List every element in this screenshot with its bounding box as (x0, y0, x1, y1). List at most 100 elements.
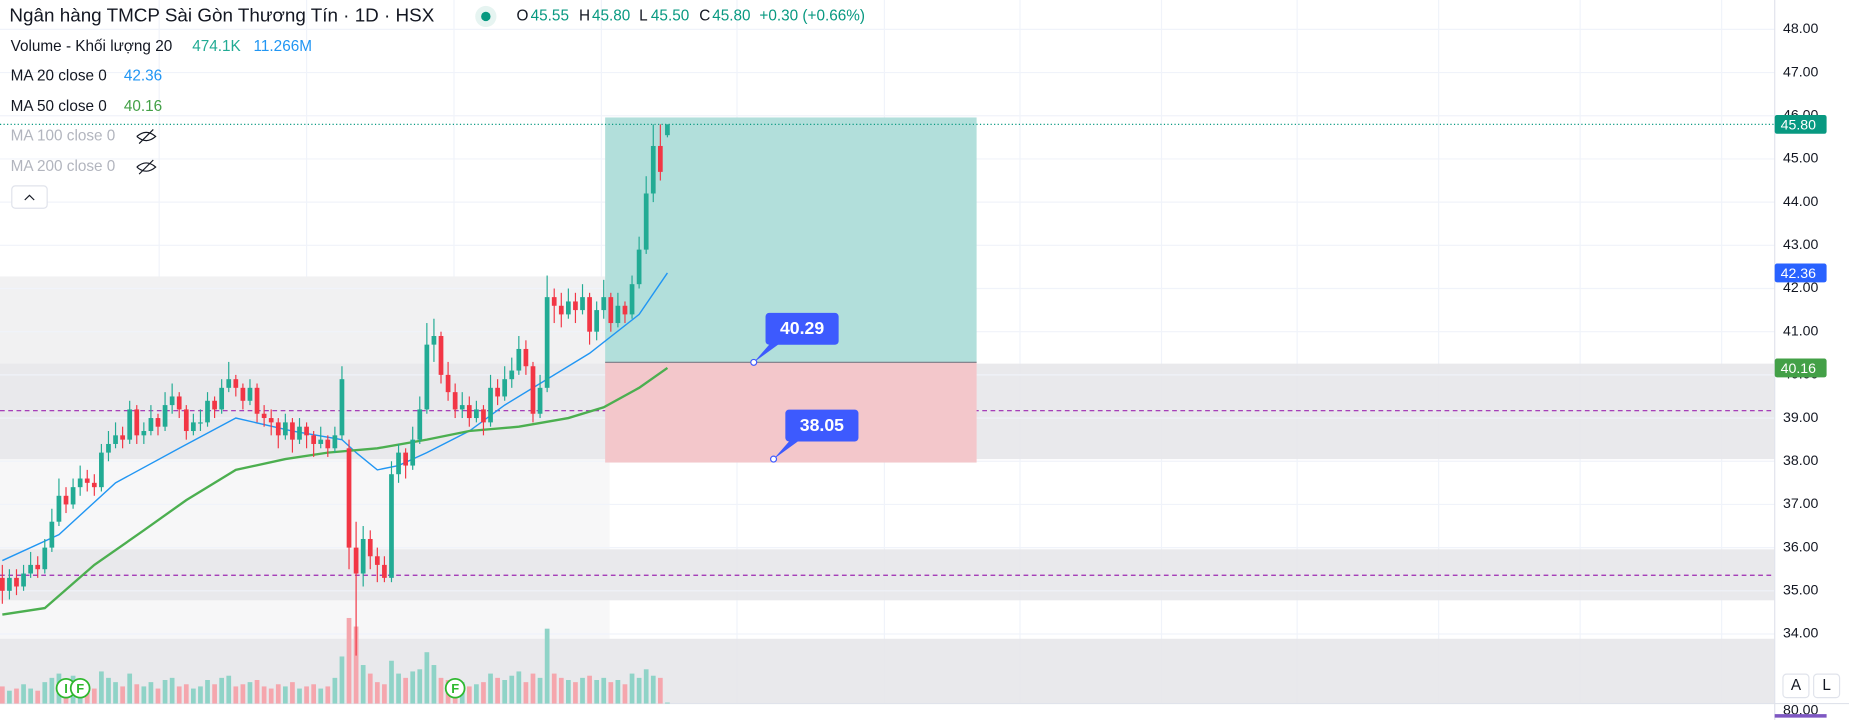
candle-body (233, 379, 239, 388)
legend-value: 42.36 (124, 68, 162, 85)
volume-bar (268, 688, 274, 704)
candle-body (332, 435, 338, 449)
volume-bar (290, 682, 295, 704)
candle-body (198, 422, 203, 424)
ma-line (2, 272, 669, 562)
candle-body (452, 392, 458, 410)
collapse-button[interactable] (11, 185, 48, 209)
volume-bar (339, 656, 345, 704)
price-tag-label: 45.80 (1781, 116, 1817, 132)
candle-body (134, 409, 140, 436)
candle-body (516, 348, 522, 371)
volume-bar (304, 686, 309, 704)
volume-bar (657, 677, 663, 704)
volume-bar (389, 660, 394, 704)
button-label: L (1822, 677, 1831, 694)
volume-bar (509, 675, 515, 704)
volume-bar (636, 677, 642, 704)
y-tick-label: 38.00 (1783, 452, 1819, 468)
callout-box (785, 409, 859, 442)
volume-bar (198, 686, 203, 704)
volume-bar (360, 665, 366, 704)
volume-bar (424, 652, 430, 704)
candle-body (382, 564, 387, 578)
candle-body (615, 305, 621, 324)
candle-body (169, 396, 175, 406)
volume-bar (226, 675, 232, 704)
chevron (24, 194, 35, 201)
candle-body (268, 418, 274, 423)
hidden-icon[interactable] (136, 159, 157, 175)
candle-body (396, 452, 401, 475)
candle-body (523, 348, 529, 367)
volume-bar (466, 686, 472, 704)
candle-body (99, 452, 104, 488)
candle-body (474, 409, 479, 419)
volume-bar (261, 686, 267, 704)
volume-bar (643, 669, 649, 704)
candle-body (56, 495, 62, 522)
candle-body (537, 387, 543, 414)
volume-bar (7, 690, 12, 704)
price-tag (1774, 114, 1827, 134)
candle-body (551, 297, 557, 306)
candle-body (431, 336, 437, 345)
candle-body (176, 396, 182, 410)
volume-bar (516, 671, 522, 704)
volume-bar (205, 680, 210, 704)
callout-point (770, 455, 778, 463)
volume-bar (183, 684, 189, 704)
volume-bar (113, 682, 118, 704)
candle-body (141, 431, 147, 436)
volume-bar (594, 680, 600, 704)
volume-bar (403, 677, 408, 704)
ma-line (2, 366, 669, 616)
candle-body (106, 443, 111, 453)
candle-body (318, 439, 324, 444)
volume-bar (417, 669, 423, 704)
volume-bar (176, 686, 182, 704)
label: C (699, 8, 710, 25)
volume-bar (410, 671, 416, 704)
value: 45.80 (592, 8, 630, 25)
volume-bar (49, 677, 55, 704)
legend-name: MA 50 close 0 (11, 98, 107, 115)
volume-bar (99, 671, 104, 704)
volume-bar (275, 684, 281, 704)
candle-body (495, 387, 500, 397)
event-label: F (76, 681, 84, 696)
callout-box (765, 312, 839, 345)
legend-name: MA 100 close 0 (11, 128, 116, 145)
volume-bar (353, 626, 359, 704)
volume-bar (0, 686, 5, 704)
volume-bar (573, 682, 578, 704)
candle-body (42, 547, 48, 570)
candle-body (155, 418, 161, 427)
volume-bar (530, 673, 536, 704)
change: +0.30 (+0.66%) (759, 8, 865, 25)
volume-bar (141, 686, 147, 704)
volume-bar (474, 684, 479, 704)
volume-bar (537, 677, 543, 704)
volume-bar (191, 688, 196, 704)
volume-bar (382, 684, 387, 704)
candle-body (148, 418, 154, 432)
volume-bar (488, 673, 493, 704)
button-label: A (1791, 677, 1802, 694)
candle-body (374, 556, 380, 565)
label: L (639, 8, 648, 25)
volume-bar (106, 677, 111, 704)
auto-button[interactable] (1782, 673, 1810, 699)
y-tick-label: 43.00 (1783, 236, 1819, 252)
volume-bar (28, 688, 33, 704)
volume-bar (587, 675, 592, 704)
hidden-icon[interactable] (136, 128, 157, 144)
volume-bar (212, 684, 217, 704)
log-button[interactable] (1813, 673, 1841, 699)
event-label: I (64, 681, 68, 696)
volume-bar (481, 682, 486, 704)
y-tick-label: 34.00 (1783, 625, 1819, 641)
volume-bar (367, 673, 373, 704)
volume-bar (169, 677, 175, 704)
volume-bar (91, 688, 97, 704)
